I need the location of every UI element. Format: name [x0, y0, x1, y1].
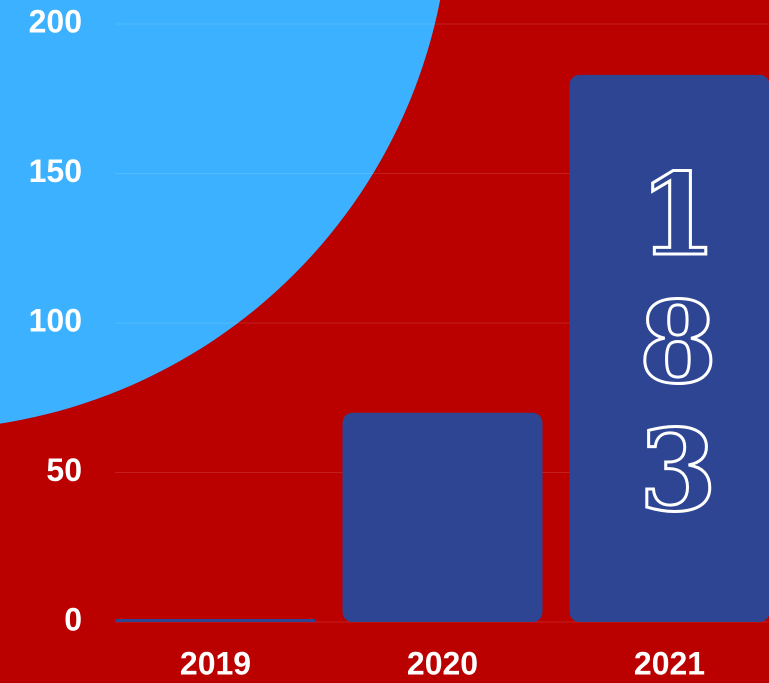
decor-circle: [0, 0, 440, 424]
y-tick-label: 150: [29, 153, 82, 189]
x-tick-label: 2019: [180, 645, 251, 681]
bar: [342, 412, 543, 622]
x-tick-label: 2021: [634, 645, 705, 681]
x-tick-label: 2020: [407, 645, 478, 681]
y-tick-label: 0: [64, 601, 82, 637]
y-tick-label: 200: [29, 3, 82, 39]
data-label: 183: [638, 150, 719, 537]
bar: [569, 74, 769, 622]
bar: [115, 619, 316, 622]
y-tick-label: 50: [46, 452, 82, 488]
y-tick-label: 100: [29, 302, 82, 338]
